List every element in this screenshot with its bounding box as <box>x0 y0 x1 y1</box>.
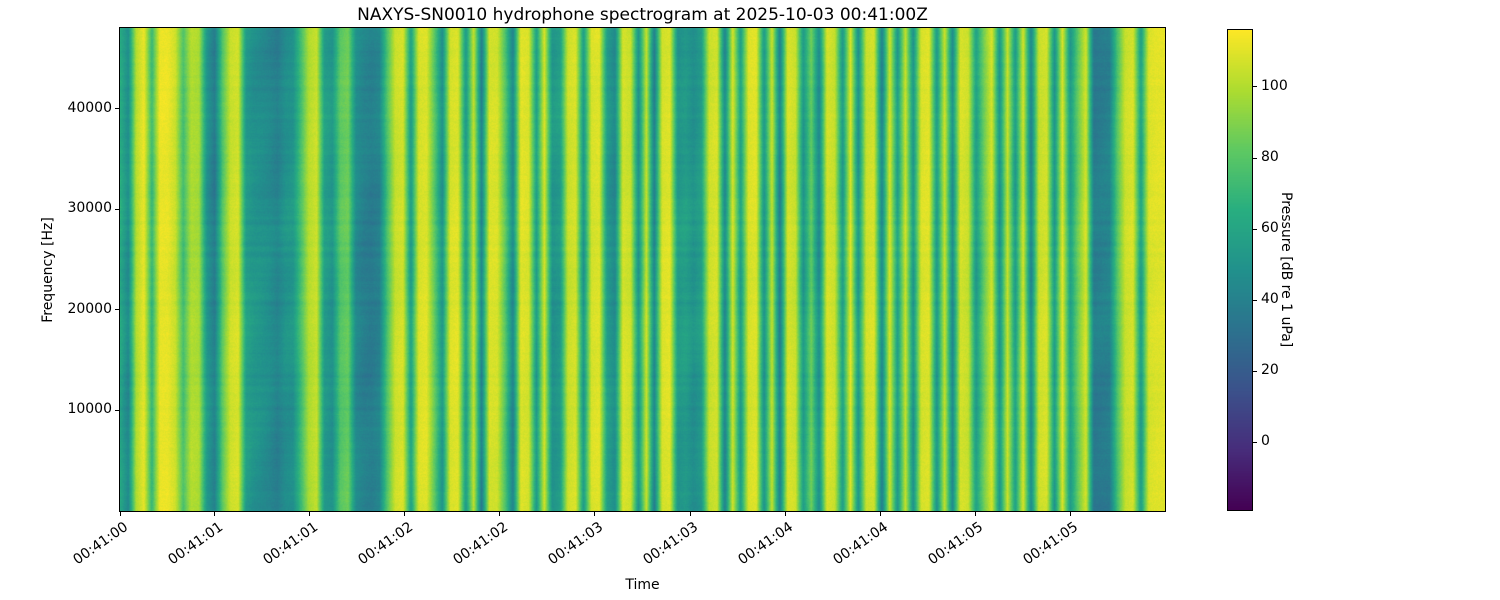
x-tick-mark <box>974 511 976 516</box>
colorbar-tick-label: 60 <box>1261 220 1279 237</box>
x-tick-label: 00:41:05 <box>1020 519 1082 569</box>
x-tick-mark <box>309 511 311 516</box>
y-tick-mark <box>115 309 120 311</box>
y-tick-label: 40000 <box>67 99 112 116</box>
x-tick-mark <box>404 511 406 516</box>
x-tick-mark <box>879 511 881 516</box>
x-tick-label: 00:41:00 <box>70 519 132 569</box>
colorbar-tick-label: 80 <box>1261 149 1279 165</box>
y-tick-mark <box>115 409 120 411</box>
y-tick-label: 30000 <box>67 200 112 217</box>
colorbar-tick-mark <box>1252 228 1257 230</box>
y-tick-label: 20000 <box>67 300 112 317</box>
y-tick-mark <box>115 208 120 210</box>
colorbar-tick-mark <box>1252 157 1257 159</box>
x-tick-mark <box>214 511 216 516</box>
x-tick-label: 00:41:02 <box>355 519 417 569</box>
colorbar-tick-mark <box>1252 299 1257 301</box>
y-tick-label: 10000 <box>67 401 112 418</box>
x-tick-label: 00:41:04 <box>735 519 797 569</box>
colorbar-tick-label: 40 <box>1261 291 1279 308</box>
x-tick-mark <box>784 511 786 516</box>
y-tick-mark <box>115 108 120 109</box>
x-tick-label: 00:41:03 <box>545 519 607 569</box>
colorbar-tick-mark <box>1252 370 1257 372</box>
colorbar-gradient <box>1228 30 1252 510</box>
chart-title: NAXYS-SN0010 hydrophone spectrogram at 2… <box>357 5 928 25</box>
x-tick-label: 00:41:03 <box>640 519 702 569</box>
x-tick-label: 00:41:01 <box>165 519 227 569</box>
x-tick-label: 00:41:01 <box>260 519 322 569</box>
y-axis-label: Frequency [Hz] <box>40 216 57 323</box>
x-axis-label: Time <box>625 577 660 593</box>
colorbar-tick-mark <box>1252 86 1257 88</box>
x-tick-mark <box>594 511 596 516</box>
colorbar-tick-mark <box>1252 441 1257 443</box>
colorbar-label: Pressure [dB re 1 uPa] <box>1278 192 1294 348</box>
colorbar-tick-label: 0 <box>1261 433 1270 450</box>
colorbar-tick-label: 20 <box>1261 362 1279 379</box>
x-tick-mark <box>499 511 501 516</box>
x-tick-label: 00:41:04 <box>830 519 892 569</box>
x-tick-mark <box>1069 511 1071 516</box>
x-tick-label: 00:41:02 <box>450 519 512 569</box>
x-tick-mark <box>689 511 691 516</box>
colorbar-tick-label: 100 <box>1261 77 1288 94</box>
x-tick-label: 00:41:05 <box>925 519 987 569</box>
spectrogram-image <box>120 28 1165 511</box>
x-tick-mark <box>119 511 121 516</box>
